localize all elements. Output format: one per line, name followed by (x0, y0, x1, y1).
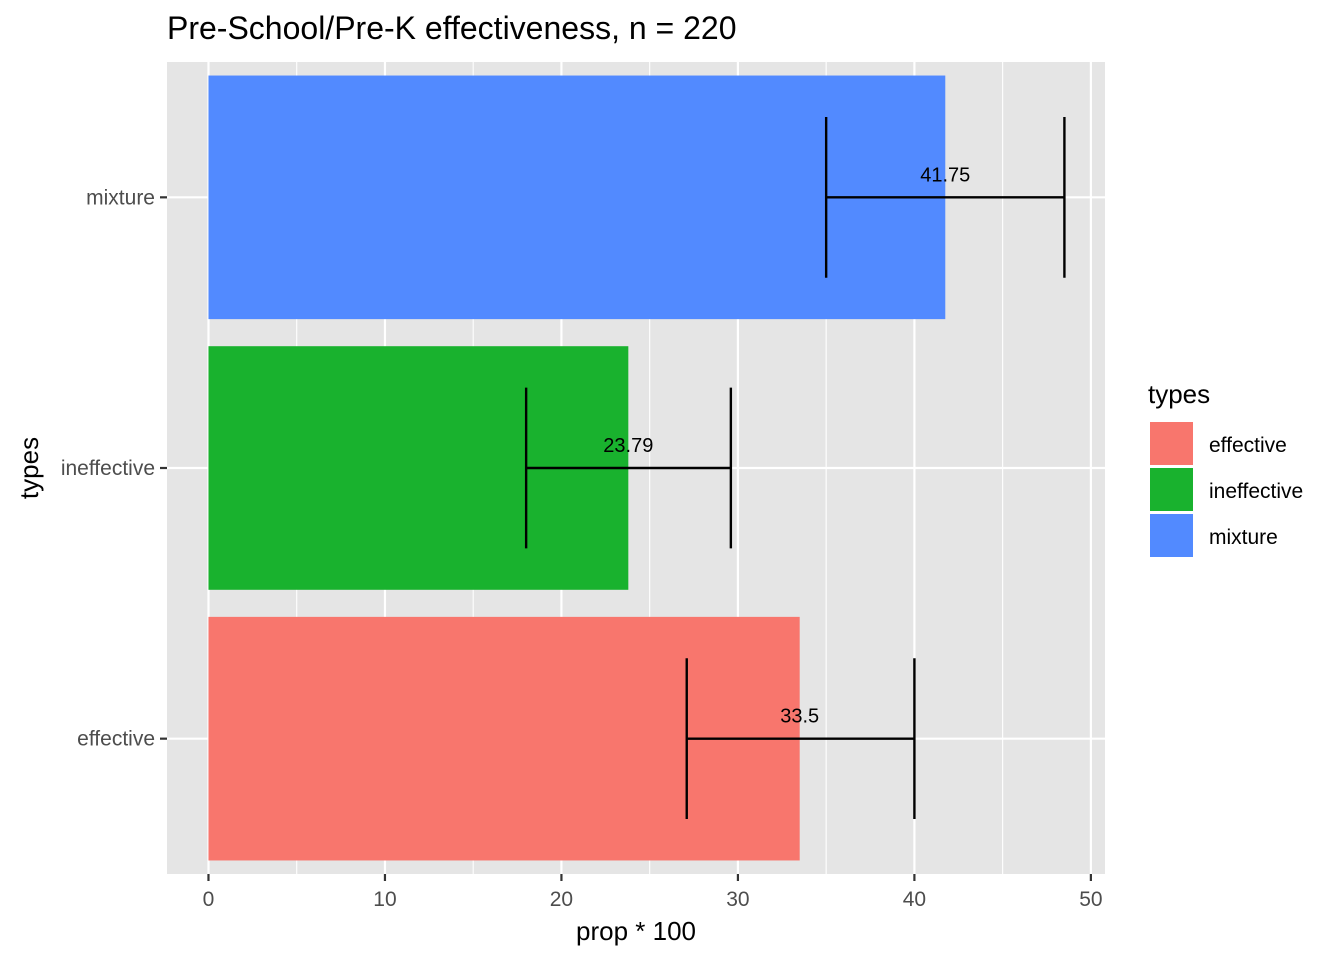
legend-key-ineffective (1150, 468, 1193, 511)
chart-title: Pre-School/Pre-K effectiveness, n = 220 (167, 10, 737, 46)
legend-label-ineffective: ineffective (1209, 480, 1303, 503)
legend-label-mixture: mixture (1209, 526, 1278, 549)
legend-key-effective (1150, 422, 1193, 465)
x-tick-label: 50 (1079, 888, 1102, 911)
x-tick-label: 10 (373, 888, 396, 911)
legend-label-effective: effective (1209, 434, 1287, 457)
x-tick-label: 20 (550, 888, 573, 911)
y-axis: effective ineffective mixture (61, 186, 167, 751)
legend-key-mixture (1150, 514, 1193, 557)
value-label-mixture: 41.75 (920, 164, 970, 186)
bars (208, 75, 946, 861)
value-label-ineffective: 23.79 (603, 435, 653, 457)
x-tick-label: 0 (203, 888, 215, 911)
y-tick-label-ineffective: ineffective (61, 457, 155, 480)
x-axis: 0 10 20 30 40 50 (203, 874, 1103, 911)
legend: types effective ineffective mixture (1148, 379, 1303, 557)
legend-title: types (1148, 379, 1210, 409)
value-label-effective: 33.5 (780, 706, 819, 728)
x-tick-label: 30 (726, 888, 749, 911)
bar-mixture (208, 75, 946, 320)
x-tick-label: 40 (903, 888, 926, 911)
x-axis-title: prop * 100 (576, 916, 696, 946)
y-axis-title: types (14, 437, 44, 499)
error-bars (524, 116, 1066, 820)
value-labels: 33.5 23.79 41.75 (603, 164, 970, 727)
y-tick-label-mixture: mixture (86, 186, 155, 209)
y-tick-label-effective: effective (77, 728, 155, 751)
